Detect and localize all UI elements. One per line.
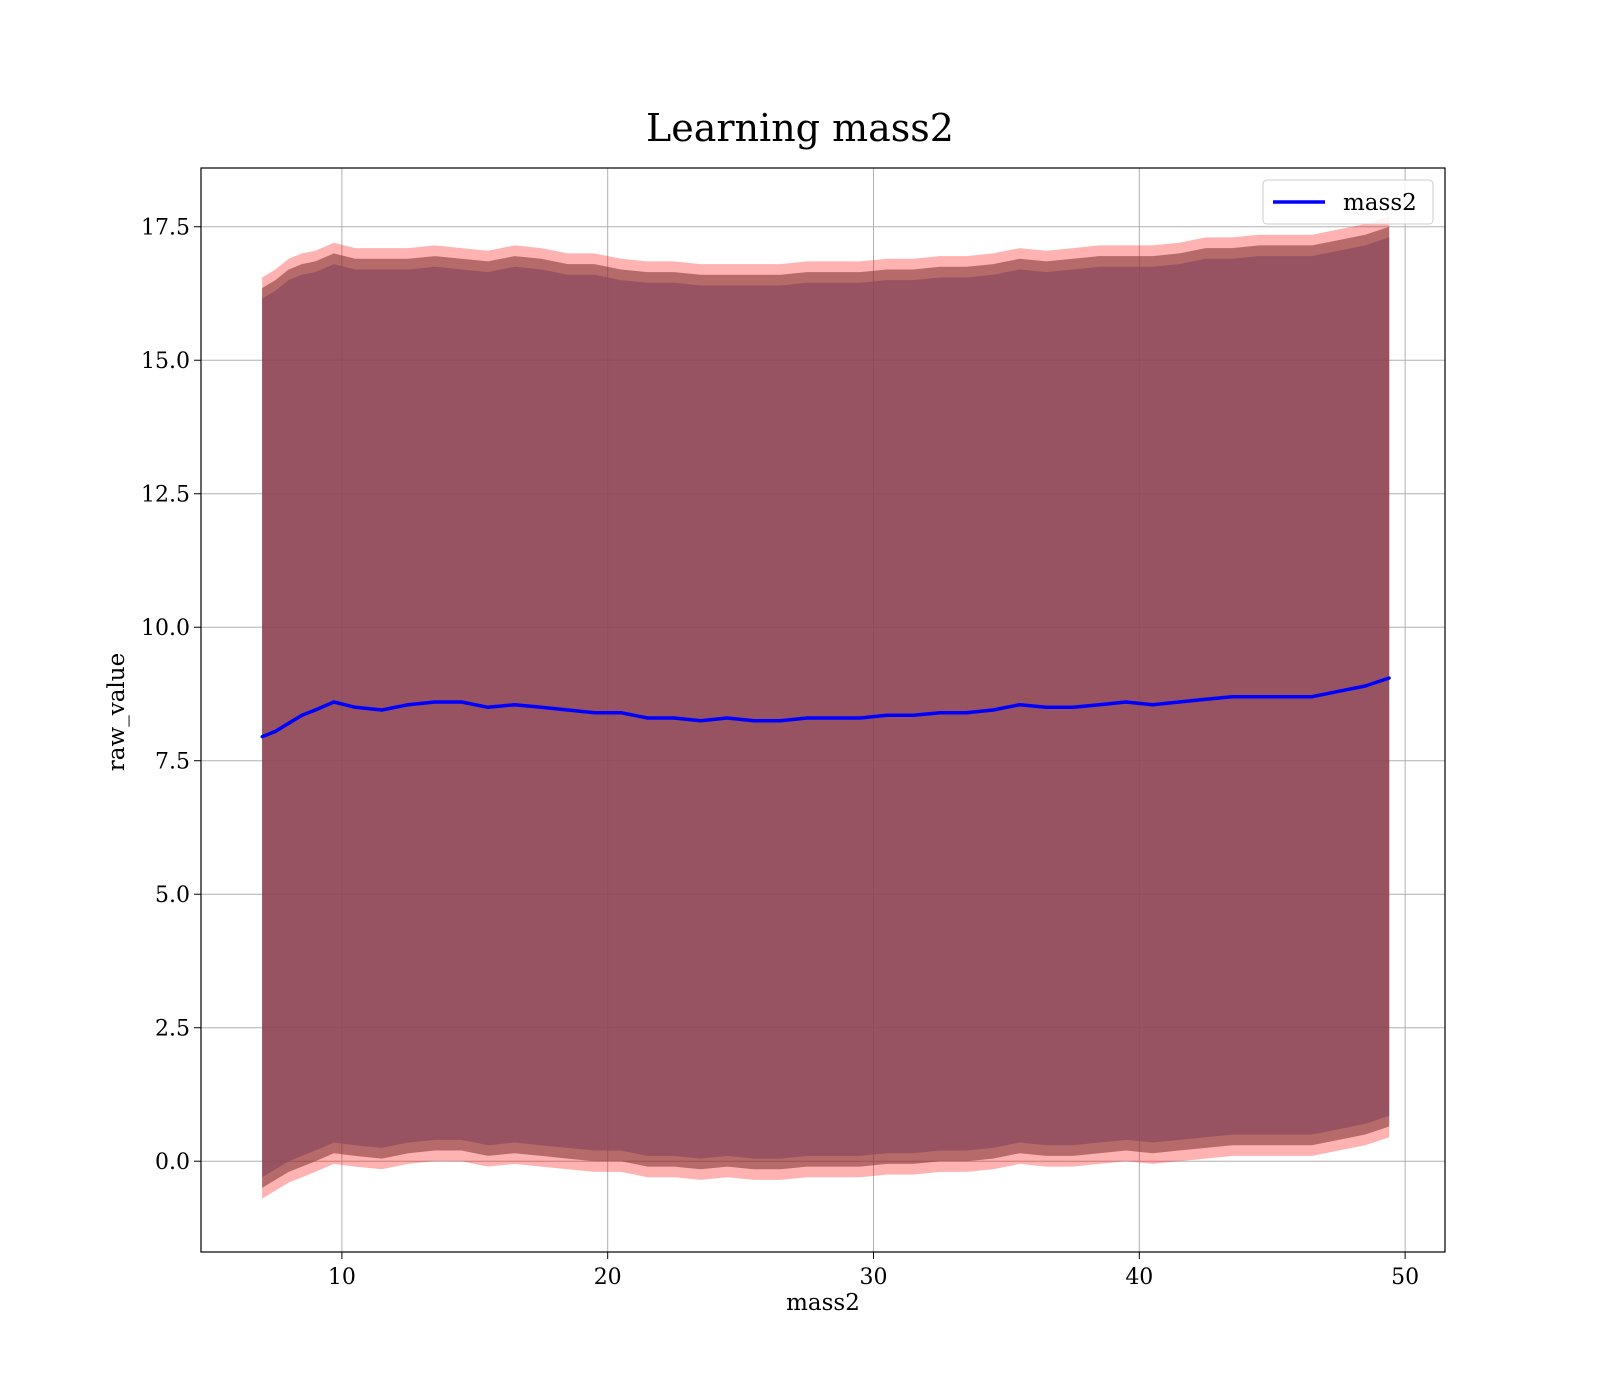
data-point (699, 719, 703, 723)
confidence-bands (262, 216, 1390, 1199)
data-point (592, 711, 597, 715)
data-point (353, 705, 357, 709)
data-point (1204, 697, 1208, 701)
data-point (1044, 705, 1048, 709)
data-point (725, 716, 729, 720)
legend-label: mass2 (1343, 190, 1417, 216)
data-point (300, 713, 304, 717)
data-point (1310, 695, 1314, 699)
axis-ticks: 10 20 30 40 50 0.0 2.5 5.0 7.5 10.0 12.5 15.0 17.5 (141, 216, 1419, 1290)
data-point (858, 716, 862, 720)
data-point (938, 711, 942, 715)
data-point (1257, 695, 1261, 699)
data-point (380, 708, 384, 712)
y-tick-label: 10.0 (141, 616, 190, 641)
x-tick-label: 10 (328, 1265, 356, 1290)
data-point (332, 700, 336, 704)
data-point (273, 729, 278, 733)
data-point (433, 700, 437, 704)
data-point (1387, 676, 1391, 680)
data-point (619, 711, 623, 715)
data-point (1363, 684, 1367, 688)
data-point (1151, 703, 1155, 707)
x-tick-label: 30 (860, 1265, 888, 1290)
plot-frame (200, 167, 1446, 1253)
x-tick-label: 50 (1391, 1265, 1419, 1290)
legend-box (1262, 179, 1434, 225)
data-point (260, 735, 264, 739)
data-point (778, 719, 783, 723)
y-tick-label: 2.5 (155, 1017, 190, 1042)
data-point (459, 700, 464, 704)
y-axis-label: raw_value (104, 653, 130, 771)
series-line-mass2 (261, 676, 1390, 739)
data-point (1097, 703, 1102, 707)
data-point (566, 708, 570, 712)
y-tick-label: 5.0 (155, 883, 190, 908)
y-tick-label: 7.5 (155, 750, 190, 775)
legend: mass2 (1262, 179, 1434, 225)
data-point (313, 708, 317, 712)
data-point (911, 713, 915, 717)
y-tick-label: 17.5 (141, 216, 190, 241)
x-tick-label: 20 (594, 1265, 622, 1290)
series-lines (260, 676, 1391, 739)
data-point (832, 716, 836, 720)
data-point (1283, 695, 1288, 699)
data-point (1124, 700, 1128, 704)
data-point (672, 716, 676, 720)
y-tick-label: 12.5 (141, 483, 190, 508)
data-point (513, 703, 517, 707)
data-point (752, 719, 756, 723)
data-point (805, 716, 809, 720)
y-tick-label: 0.0 (155, 1150, 190, 1175)
data-point (486, 705, 490, 709)
x-axis-label: mass2 (786, 1290, 860, 1316)
data-point (406, 703, 410, 707)
x-tick-label: 40 (1125, 1265, 1153, 1290)
data-point (1071, 705, 1075, 709)
data-point (1177, 700, 1181, 704)
y-tick-label: 15.0 (141, 349, 190, 374)
data-point (1018, 703, 1022, 707)
data-point (1230, 695, 1234, 699)
data-point (1337, 689, 1341, 693)
data-point (287, 721, 291, 725)
data-point (991, 708, 995, 712)
chart-title: Learning mass2 (646, 106, 954, 150)
data-point (539, 705, 543, 709)
data-point (645, 716, 650, 720)
data-point (885, 713, 889, 717)
confidence-band-3 (262, 237, 1390, 1178)
data-point (964, 711, 969, 715)
